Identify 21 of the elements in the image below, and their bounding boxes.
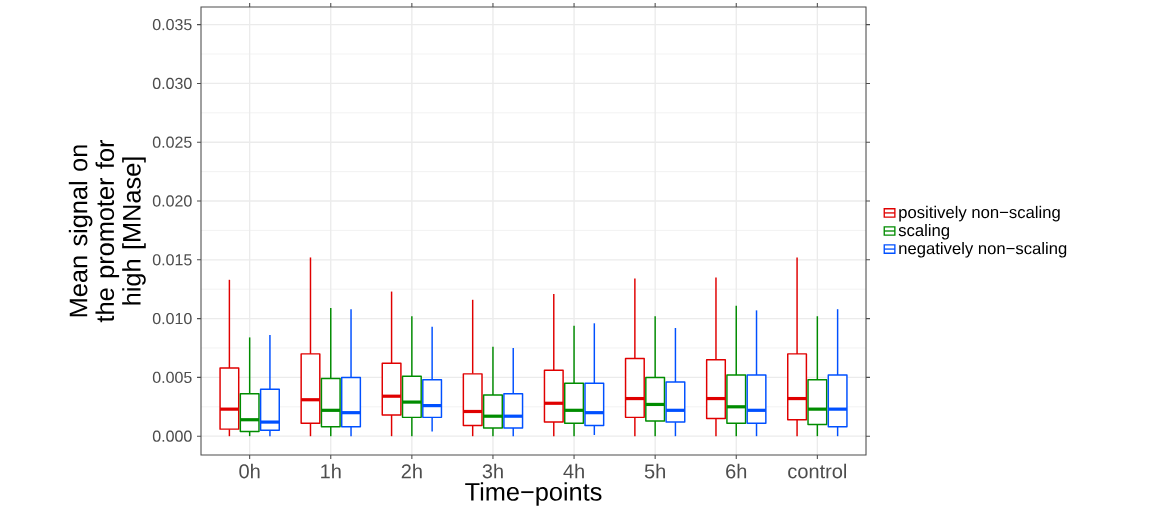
y-axis-title: Mean signal on the promoter for high [MNase]	[68, 139, 146, 323]
x-tick-label: 5h	[644, 463, 665, 479]
y-tick-label: 0.005	[152, 371, 192, 384]
x-tick-label: 2h	[401, 463, 422, 479]
x-tick-label: control	[788, 463, 847, 479]
legend-label: positively non−scaling	[899, 205, 1060, 222]
y-tick-label: 0.035	[152, 18, 192, 31]
y-tick-label: 0.000	[152, 430, 192, 442]
x-tick-label: 4h	[563, 463, 584, 479]
legend-label: scaling	[898, 223, 949, 240]
y-tick-label: 0.015	[152, 254, 192, 266]
x-tick-label: 3h	[482, 463, 503, 479]
x-tick-label: 0h	[239, 463, 260, 479]
x-tick-label: 6h	[726, 463, 747, 479]
legend-label: negatively non−scaling	[899, 242, 1067, 258]
y-tick-label: 0.025	[152, 136, 192, 148]
y-tick-label: 0.020	[152, 195, 192, 207]
y-tick-label: 0.010	[152, 312, 192, 325]
x-axis-title: Time−points	[465, 482, 602, 506]
y-tick-label: 0.030	[152, 77, 192, 90]
x-tick-label: 1h	[321, 463, 341, 479]
